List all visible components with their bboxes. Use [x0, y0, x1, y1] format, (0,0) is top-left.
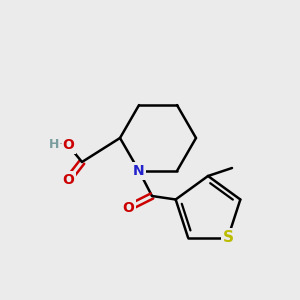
- Text: ·: ·: [59, 139, 63, 152]
- Text: O: O: [62, 138, 74, 152]
- Text: O: O: [122, 201, 134, 215]
- Text: N: N: [133, 164, 145, 178]
- Text: S: S: [223, 230, 233, 245]
- Text: O: O: [62, 173, 74, 187]
- Text: H: H: [49, 139, 59, 152]
